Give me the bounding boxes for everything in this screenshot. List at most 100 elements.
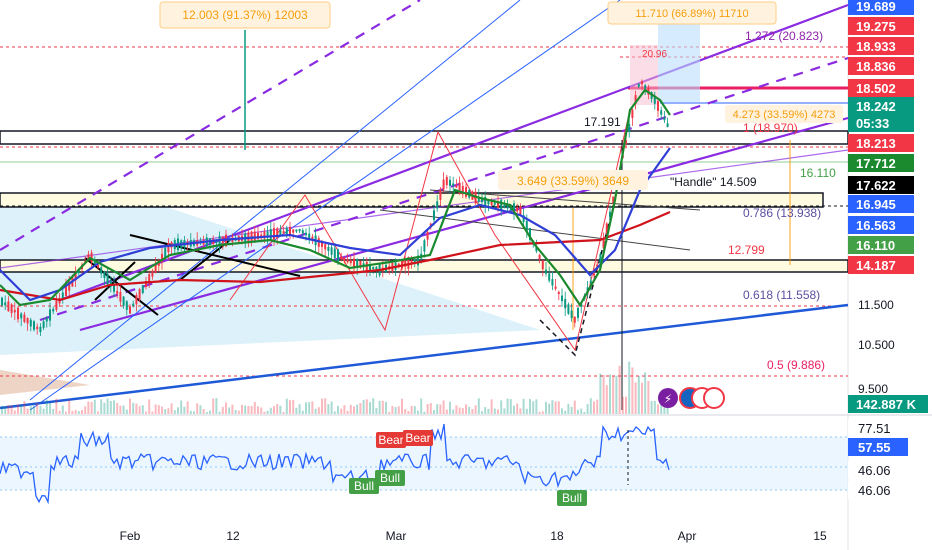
lightning-icon[interactable] bbox=[658, 388, 678, 408]
volume-bar bbox=[135, 403, 138, 414]
rsi-badge[interactable]: 77.51 bbox=[848, 419, 908, 437]
price-badge[interactable]: 17.622 bbox=[848, 176, 914, 194]
volume-bar bbox=[125, 409, 128, 414]
candle-body bbox=[660, 110, 663, 115]
time-tick-label: Feb bbox=[120, 529, 141, 543]
price-badge-label: 18.933 bbox=[856, 39, 896, 54]
fib-1272: 1.272 (20.823) bbox=[745, 29, 823, 43]
volume-bar bbox=[599, 373, 602, 414]
time-axis[interactable]: Feb 12 Mar 18 Apr 15 bbox=[120, 529, 827, 543]
price-badge[interactable]: 16.945 bbox=[848, 195, 914, 213]
event-icons[interactable]: ⚡ bbox=[658, 387, 725, 409]
candle-body bbox=[36, 326, 39, 330]
time-tick-label: 15 bbox=[813, 529, 827, 543]
candle-body bbox=[74, 272, 77, 281]
ma-blue bbox=[0, 147, 671, 302]
volume-bar bbox=[205, 411, 208, 414]
volume-bar bbox=[90, 401, 93, 414]
rsi-badge[interactable]: 57.55 bbox=[848, 438, 908, 456]
volume-bar bbox=[52, 408, 55, 414]
candle-body bbox=[282, 230, 285, 234]
measure-label-bg bbox=[159, 1, 331, 29]
candle-body bbox=[151, 270, 154, 277]
price-badge[interactable]: 16.110 bbox=[848, 236, 914, 254]
volume-bar bbox=[209, 410, 211, 414]
candle-body bbox=[577, 307, 579, 318]
candle-body bbox=[308, 233, 311, 239]
rsi-badge[interactable]: 46.06 bbox=[848, 461, 908, 479]
candle-body bbox=[87, 254, 90, 261]
volume-bar bbox=[564, 410, 567, 414]
price-badge[interactable]: 18.836 bbox=[848, 57, 914, 75]
rsi-badge-bg bbox=[848, 461, 908, 479]
volume-bar bbox=[381, 400, 384, 414]
time-tick-label: Apr bbox=[678, 529, 697, 543]
price-badge-bg bbox=[848, 134, 914, 152]
candle-body bbox=[135, 294, 138, 305]
rsi-axis[interactable]: 77.51 57.55 46.06 46.06 bbox=[848, 419, 908, 499]
measure-label-bg-2 bbox=[607, 1, 777, 25]
signal-label: Bull bbox=[380, 471, 400, 485]
candle-body bbox=[666, 123, 669, 128]
volume-bar bbox=[237, 410, 240, 414]
volume-bar bbox=[26, 408, 29, 414]
candle-body bbox=[29, 319, 32, 327]
volume-bar bbox=[177, 407, 179, 414]
volume-bar bbox=[29, 406, 32, 414]
price-badge-bg bbox=[848, 236, 914, 254]
candle-body bbox=[545, 269, 547, 274]
candle-body bbox=[506, 205, 509, 209]
signal-label: Bear bbox=[378, 433, 403, 447]
annotations: 12.003 (91.37%) 12003 11.710 (66.89%) 11… bbox=[159, 1, 843, 372]
volume-bar bbox=[538, 411, 541, 414]
volume-bar bbox=[529, 399, 531, 414]
price-badge[interactable]: 18.213 bbox=[848, 134, 914, 152]
candle-body bbox=[26, 317, 29, 324]
candle-body bbox=[39, 326, 42, 333]
price-badge-label: 16.110 bbox=[856, 238, 895, 253]
lightning-glyph: ⚡ bbox=[664, 392, 672, 406]
volume-bar bbox=[321, 398, 323, 414]
volume-bar bbox=[180, 400, 183, 414]
price-badge[interactable]: 17.712 bbox=[848, 154, 914, 172]
price-badge[interactable]: 142.887 K bbox=[848, 395, 928, 413]
candle-body bbox=[305, 232, 307, 236]
volume-bar bbox=[503, 408, 506, 414]
volume-bar bbox=[567, 403, 570, 414]
price-badge[interactable]: 18.502 bbox=[848, 79, 914, 97]
price-badge[interactable]: 14.187 bbox=[848, 256, 914, 274]
measure-right: 4.273 (33.59%) 4273 bbox=[733, 109, 836, 121]
candle-body bbox=[20, 313, 23, 319]
flag-icon-us-3[interactable] bbox=[703, 387, 725, 409]
volume-bar bbox=[55, 398, 58, 414]
volume-bar bbox=[417, 410, 419, 414]
volume-bar bbox=[189, 410, 192, 414]
price-badge[interactable]: 19.689 bbox=[848, 0, 914, 15]
price-badge-bg bbox=[848, 195, 914, 213]
volume-bar bbox=[356, 404, 359, 414]
candle-body bbox=[138, 289, 141, 300]
candle-body bbox=[77, 270, 80, 274]
volume-bar bbox=[644, 372, 647, 414]
price-badge[interactable]: 05:33 bbox=[848, 114, 914, 132]
candle-body bbox=[487, 199, 490, 205]
volume-bar bbox=[100, 399, 103, 414]
candle-body bbox=[340, 255, 343, 260]
volume-bar bbox=[39, 405, 42, 414]
volume-bar bbox=[362, 399, 365, 414]
candle-body bbox=[125, 301, 128, 310]
rsi-badge-label: 77.51 bbox=[858, 421, 891, 436]
price-badge[interactable]: 18.933 bbox=[848, 37, 914, 55]
rsi-badge[interactable]: 46.06 bbox=[848, 481, 908, 499]
price-badge[interactable]: 19.275 bbox=[848, 17, 914, 35]
price-axis[interactable]: 19.689 19.275 18.933 18.836 18.502 18.242 05:3… bbox=[848, 0, 928, 413]
price-badge[interactable]: 18.242 bbox=[848, 97, 914, 115]
price-badge-label: 14.187 bbox=[856, 258, 896, 273]
measure-top-right: 11.710 (66.89%) 11710 bbox=[635, 8, 748, 20]
volume-bar bbox=[618, 365, 621, 414]
price-badge[interactable]: 16.563 bbox=[848, 216, 914, 234]
volume-bar bbox=[103, 402, 106, 414]
candle-body bbox=[564, 298, 567, 309]
volume-bar bbox=[343, 405, 346, 414]
